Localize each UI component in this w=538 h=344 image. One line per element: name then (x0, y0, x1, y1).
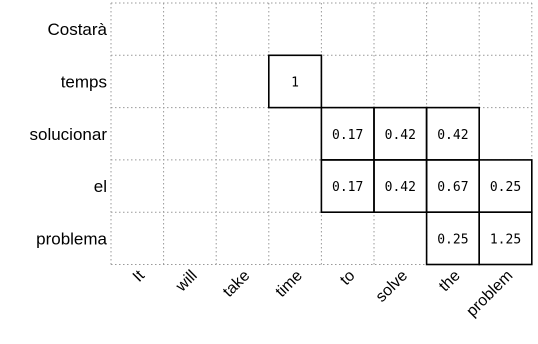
row-label: solucionar (30, 125, 108, 144)
cell-value: 0.17 (332, 128, 363, 143)
row-label: Costarà (47, 20, 107, 39)
cell-value: 1.25 (490, 232, 521, 247)
column-label: to (337, 267, 359, 289)
cell-value: 0.25 (437, 232, 468, 247)
cell-value: 0.67 (437, 180, 468, 195)
row-label: problema (36, 229, 107, 248)
alignment-cell (478, 211, 533, 266)
column-label: solve (373, 267, 412, 306)
cell-value: 0.42 (385, 128, 416, 143)
row-label: el (94, 177, 107, 196)
column-label: take (220, 267, 253, 300)
cell-value: 0.25 (490, 180, 521, 195)
column-label: It (130, 267, 149, 286)
cell-value: 1 (291, 75, 299, 90)
cell-value: 0.42 (385, 180, 416, 195)
column-label: problem (463, 267, 516, 320)
cell-value: 0.17 (332, 180, 363, 195)
alignment-cell (267, 54, 323, 109)
column-label: the (436, 267, 464, 295)
column-label: time (273, 267, 306, 300)
column-label: will (172, 267, 200, 295)
row-label: temps (61, 72, 107, 91)
cell-value: 0.42 (437, 128, 468, 143)
